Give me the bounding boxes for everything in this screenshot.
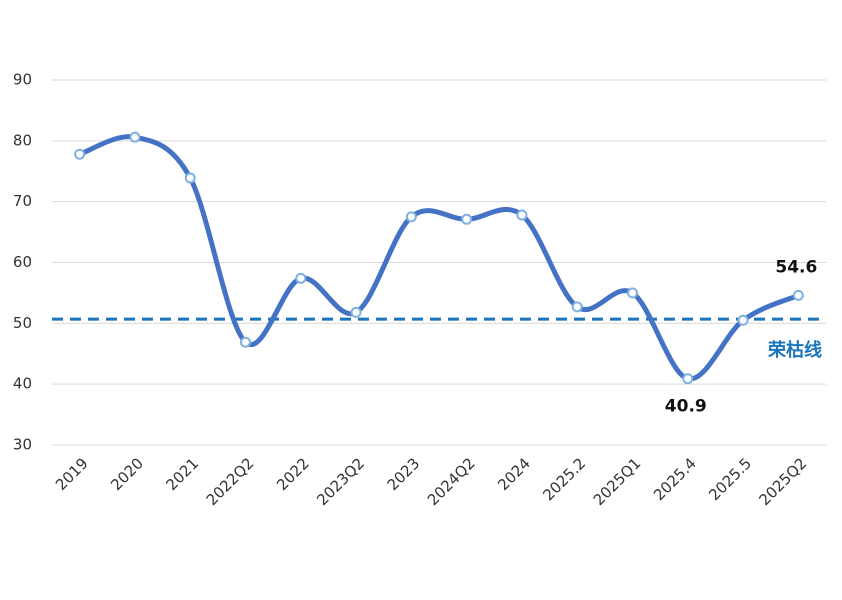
x-tick-label: 2019: [52, 454, 92, 494]
point: [129, 131, 141, 143]
point: [405, 211, 417, 223]
y-tick-label: 80: [13, 131, 32, 149]
x-tick-label: 2020: [107, 454, 147, 494]
y-tick-label: 40: [13, 375, 32, 393]
x-tick-label: 2024Q2: [424, 454, 479, 509]
point: [240, 336, 251, 348]
point: [516, 209, 528, 221]
point: [737, 314, 749, 326]
x-tick-label: 2025Q1: [590, 454, 645, 509]
data-label: 54.6: [775, 257, 817, 277]
point: [682, 373, 694, 385]
reference-label: 荣枯线: [767, 339, 822, 361]
data-label: 40.9: [665, 397, 707, 417]
point: [792, 289, 804, 301]
point: [461, 213, 473, 225]
point: [295, 272, 307, 284]
x-tick-label: 2022: [273, 454, 313, 494]
x-tick-label: 2025Q2: [756, 454, 811, 509]
y-tick-label: 30: [13, 436, 32, 454]
x-tick-label: 2023: [384, 454, 424, 494]
x-tick-label: 2025.4: [650, 454, 700, 504]
x-tick-label: 2023Q2: [313, 454, 368, 509]
x-tick-label: 2025.5: [705, 454, 755, 504]
point: [627, 287, 638, 299]
y-tick-label: 70: [13, 192, 32, 210]
point: [184, 172, 196, 184]
x-tick-label: 2022Q2: [203, 454, 258, 509]
y-tick-label: 60: [13, 253, 32, 271]
line: [77, 134, 801, 382]
x-tick-label: 2024: [494, 454, 534, 494]
x-tick-label: 2021: [162, 454, 202, 494]
y-tick-label: 50: [13, 314, 32, 332]
x-tick-label: 2025.2: [539, 454, 589, 504]
point: [74, 148, 86, 160]
point: [350, 306, 362, 318]
point: [571, 301, 583, 313]
y-tick-label: 90: [13, 71, 32, 89]
